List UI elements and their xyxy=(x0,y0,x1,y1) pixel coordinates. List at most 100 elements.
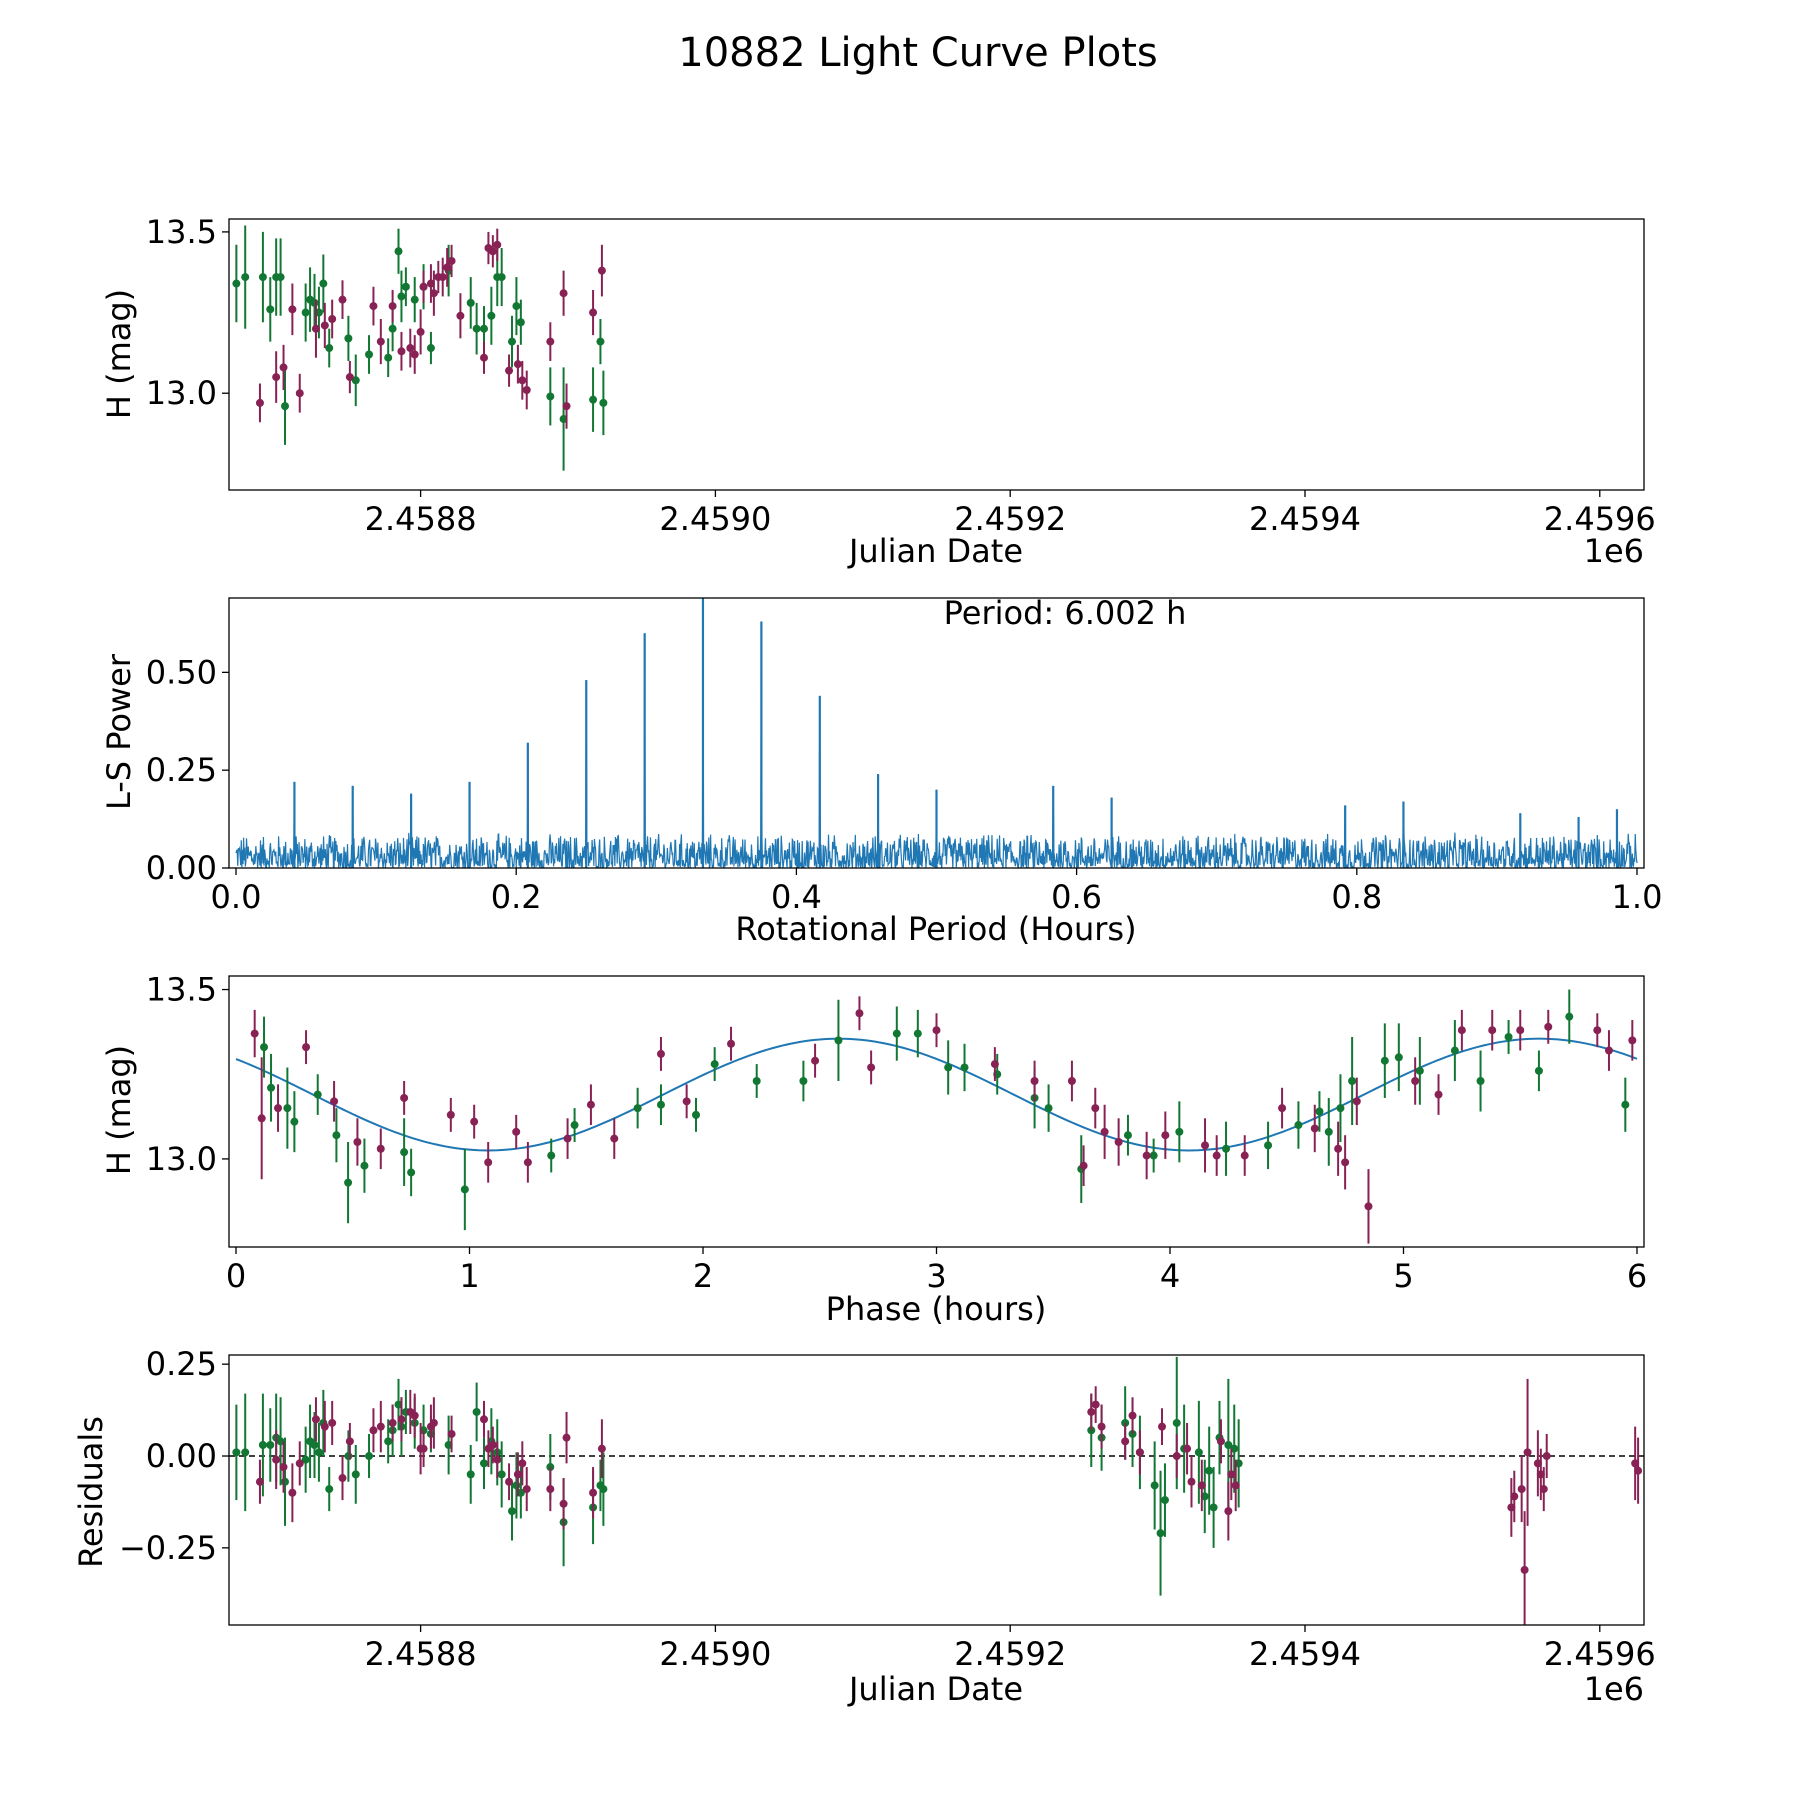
light-curve-green-point-14 xyxy=(351,354,360,407)
phased-green-point-31 xyxy=(1222,1121,1231,1176)
phased-purple-point-24 xyxy=(1030,1060,1039,1102)
phased-purple-point-22 xyxy=(932,1013,941,1048)
residuals-purple-point-38 xyxy=(1128,1397,1137,1434)
periodogram-ytick-label-1: 0.25 xyxy=(146,751,217,789)
residuals-frame xyxy=(228,1354,1645,1626)
residuals-purple-point-46 xyxy=(1224,1481,1233,1541)
light-curve-frame xyxy=(228,218,1645,491)
residuals-purple-point-30 xyxy=(559,1478,568,1530)
light-curve-green-point-31 xyxy=(508,315,516,368)
residuals-purple-point-28 xyxy=(522,1467,531,1512)
phased-green-point-12 xyxy=(570,1108,579,1142)
light-curve-green-point-0 xyxy=(232,244,241,323)
residuals-purple-point-8 xyxy=(338,1456,347,1501)
phased-green-point-34 xyxy=(1315,1091,1324,1132)
phased-green-point-35 xyxy=(1324,1097,1333,1166)
phased-ytick-label-1: 13.5 xyxy=(146,971,217,1009)
phased-green-point-43 xyxy=(1504,1020,1513,1054)
residuals-purple-point-53 xyxy=(1523,1378,1532,1526)
light-curve-purple-point-25 xyxy=(479,341,488,374)
periodogram-panel: Rotational Period (Hours) L-S Power Peri… xyxy=(100,594,1662,948)
phased-green-point-28 xyxy=(1123,1114,1132,1156)
residuals-xtick-label-3: 2.4594 xyxy=(1249,1635,1361,1673)
phased-purple-point-38 xyxy=(1341,1135,1350,1190)
light-curve-purple-point-23 xyxy=(447,244,456,278)
light-curve-green-point-3 xyxy=(266,277,275,342)
residuals-green-point-27 xyxy=(479,1437,488,1490)
light-curve-purple-point-5 xyxy=(311,299,320,358)
light-curve-green-point-15 xyxy=(365,335,374,374)
periodogram-xtick-label-2: 0.4 xyxy=(771,878,822,916)
periodogram-frame xyxy=(228,597,1645,869)
residuals-purple-point-39 xyxy=(1135,1430,1144,1475)
residuals-purple-point-41 xyxy=(1172,1433,1181,1479)
phased-purple-point-39 xyxy=(1352,1077,1361,1126)
phased-green-point-39 xyxy=(1394,1023,1403,1092)
periodogram-xtick-label-4: 0.8 xyxy=(1331,878,1382,916)
residuals-purple-point-31 xyxy=(562,1411,571,1464)
light-curve-plot-area xyxy=(232,225,608,471)
light-curve-green-point-2 xyxy=(258,231,267,323)
phased-green-point-44 xyxy=(1534,1050,1543,1092)
phased-purple-point-45 xyxy=(1516,1009,1525,1051)
phased-green-point-6 xyxy=(344,1141,353,1224)
light-curve-green-point-30 xyxy=(497,248,506,307)
light-curve-purple-point-6 xyxy=(320,302,329,349)
periodogram-xtick-label-5: 1.0 xyxy=(1612,878,1663,916)
phased-green-point-42 xyxy=(1476,1050,1485,1112)
residuals-purple-point-33 xyxy=(597,1419,606,1479)
residuals-green-point-0 xyxy=(232,1404,241,1501)
phased-green-point-30 xyxy=(1175,1101,1184,1163)
residuals-green-point-12 xyxy=(325,1467,334,1512)
light-curve-xlabel: Julian Date xyxy=(847,532,1023,570)
periodogram-xtick-label-0: 0.0 xyxy=(211,878,262,916)
fit-curve xyxy=(235,1037,1638,1152)
periodogram-ytick-label-2: 0.50 xyxy=(146,653,217,691)
light-curve-xtick-label-1: 2.4590 xyxy=(659,500,771,538)
phased-green-point-3 xyxy=(290,1091,299,1153)
residuals-purple-point-15 xyxy=(410,1393,419,1438)
phased-green-point-8 xyxy=(400,1118,409,1187)
residuals-xtick-label-4: 2.4596 xyxy=(1544,1635,1656,1673)
phased-purple-point-0 xyxy=(250,1009,259,1058)
residuals-purple-point-3 xyxy=(288,1463,297,1523)
phased-purple-point-40 xyxy=(1364,1169,1373,1244)
residuals-purple-point-50 xyxy=(1510,1470,1519,1523)
periodogram-plot-area xyxy=(235,598,1638,868)
phased-purple-point-23 xyxy=(990,1047,999,1082)
phased-purple-point-11 xyxy=(512,1114,521,1149)
phased-green-point-29 xyxy=(1149,1138,1158,1173)
phased-ytick-label-0: 13.0 xyxy=(146,1140,217,1178)
residuals-purple-point-44 xyxy=(1197,1459,1206,1512)
light-curve-ylabel: H (mag) xyxy=(100,289,138,419)
phased-purple-point-2 xyxy=(274,1084,283,1132)
residuals-green-point-44 xyxy=(1150,1441,1159,1530)
residuals-green-point-45 xyxy=(1156,1470,1165,1596)
residuals-purple-point-9 xyxy=(345,1422,354,1460)
light-curve-purple-point-32 xyxy=(522,370,531,410)
phased-purple-point-48 xyxy=(1604,1030,1613,1071)
light-curve-green-point-23 xyxy=(426,331,435,365)
phased-green-point-26 xyxy=(1044,1084,1053,1132)
phased-purple-point-29 xyxy=(1114,1118,1123,1166)
phased-xtick-label-4: 4 xyxy=(1160,1257,1180,1295)
light-curve-green-point-21 xyxy=(410,277,419,323)
phased-purple-point-19 xyxy=(811,1043,820,1078)
phased-purple-point-31 xyxy=(1161,1111,1170,1159)
phased-purple-point-4 xyxy=(330,1081,339,1122)
light-curve-purple-point-24 xyxy=(456,293,465,339)
light-curve-green-point-12 xyxy=(325,328,334,368)
residuals-purple-point-35 xyxy=(1091,1386,1100,1423)
light-curve-green-point-25 xyxy=(466,277,475,329)
light-curve-purple-point-2 xyxy=(279,344,288,390)
light-curve-ytick-label-0: 13.0 xyxy=(146,374,217,412)
phased-purple-point-33 xyxy=(1212,1135,1221,1176)
light-curve-purple-point-8 xyxy=(338,280,347,320)
phased-purple-point-37 xyxy=(1334,1121,1343,1176)
light-curve-green-point-1 xyxy=(241,225,250,329)
phased-purple-point-32 xyxy=(1201,1118,1210,1173)
residuals-purple-point-13 xyxy=(397,1397,406,1442)
light-curve-xtick-label-3: 2.4594 xyxy=(1249,500,1361,538)
light-curve-green-point-19 xyxy=(397,270,406,323)
phased-green-point-33 xyxy=(1294,1101,1303,1149)
